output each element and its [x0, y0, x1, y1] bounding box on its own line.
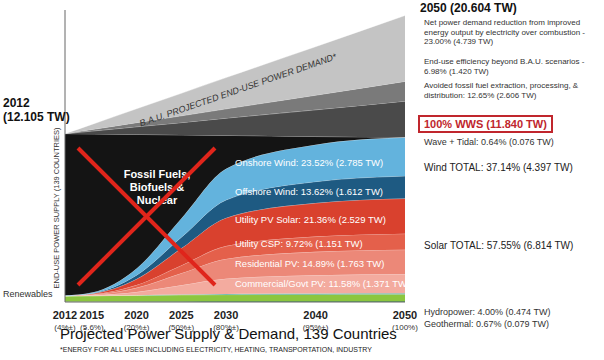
svg-text:2030: 2030 [214, 309, 238, 321]
html-text:Utility CSP: 9.72% (1.151 TW): Utility CSP: 9.72% (1.151 TW) [235, 238, 363, 250]
svg-text:2040: 2040 [303, 309, 327, 321]
svg-text:2050: 2050 [393, 309, 417, 321]
svg-text:2025: 2025 [169, 309, 193, 321]
html-text:100% WWS (11.840 TW): 100% WWS (11.840 TW) [424, 118, 547, 130]
html-text:Commercial/Govt PV: 11.58% (1.: Commercial/Govt PV: 11.58% (1.371 TW) [235, 278, 411, 290]
html-text:Renewables: Renewables [3, 289, 53, 299]
html-text:2012: 2012 [3, 96, 30, 110]
svg-text:2020: 2020 [124, 309, 148, 321]
html-text:Wind TOTAL: 37.14% (4.397 TW): Wind TOTAL: 37.14% (4.397 TW) [424, 162, 573, 173]
html-text:(12.105 TW): (12.105 TW) [3, 110, 70, 124]
html-text:Utility PV Solar: 21.36% (2.52: Utility PV Solar: 21.36% (2.529 TW) [235, 213, 386, 225]
html-text:Avoided fossil fuel extraction: Avoided fossil fuel extraction, processi… [424, 81, 579, 100]
svg-text:2012: 2012 [53, 309, 77, 321]
html-text:Wave + Tidal: 0.64% (0.076 TW): Wave + Tidal: 0.64% (0.076 TW) [424, 137, 554, 147]
html-text:Residential PV: 14.89% (1.763: Residential PV: 14.89% (1.763 TW) [235, 257, 385, 269]
svg-text:(100%): (100%) [392, 323, 418, 332]
html-text:Solar TOTAL: 57.55% (6.814 TW): Solar TOTAL: 57.55% (6.814 TW) [424, 240, 574, 251]
html-text:Onshore Wind: 23.52% (2.785 TW: Onshore Wind: 23.52% (2.785 TW) [235, 157, 384, 169]
html-text:2050 (20.604 TW): 2050 (20.604 TW) [420, 1, 517, 15]
html-text:Net power demand reduction fro: Net power demand reduction from improved… [424, 18, 585, 46]
html-text:B.A.U. PROJECTED END-USE POWER: B.A.U. PROJECTED END-USE POWER DEMAND* [138, 51, 338, 129]
html-text:Hydropower: 4.00% (0.474 TW): Hydropower: 4.00% (0.474 TW) [424, 307, 551, 317]
html-text:*ENERGY FOR ALL USES INCLUDING: *ENERGY FOR ALL USES INCLUDING ELECTRICI… [60, 346, 372, 353]
html-text:End-use efficiency beyond B.A.: End-use efficiency beyond B.A.U. scenari… [424, 57, 585, 76]
svg-text:2015: 2015 [80, 309, 104, 321]
html-text:Fossil Fuels, Biofuels & Nucle: Fossil Fuels, Biofuels & Nuclear [123, 168, 191, 206]
html-text:Offshore Wind: 13.62% (1.612 T: Offshore Wind: 13.62% (1.612 TW) [235, 186, 383, 198]
html-text:Projected Power Supply & Deman: Projected Power Supply & Demand, 139 Cou… [60, 325, 397, 342]
html-text:END-USE POWER SUPPLY (139 COUN: END-USE POWER SUPPLY (139 COUNTRIES) [51, 127, 61, 289]
html-text:Geothermal: 0.67% (0.079 TW): Geothermal: 0.67% (0.079 TW) [424, 319, 549, 329]
